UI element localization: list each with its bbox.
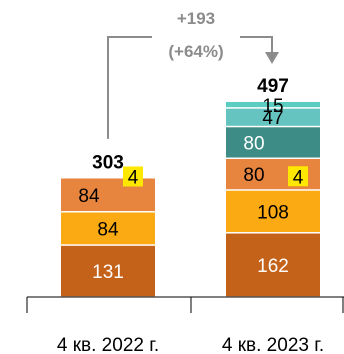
change-percent-label: (+64%) xyxy=(168,42,223,61)
bar-total-label: 497 xyxy=(257,76,289,97)
segment-value-label: 47 xyxy=(262,108,283,129)
change-bracket xyxy=(107,36,152,139)
bar-segment xyxy=(226,108,320,126)
small-value-badge-label: 4 xyxy=(128,167,139,188)
small-value-badge xyxy=(123,166,143,187)
bar-segment xyxy=(226,190,320,233)
segment-value-label: 84 xyxy=(97,219,119,240)
x-axis: 4 кв. 2022 г. 4 кв. 2023 г. xyxy=(26,296,344,354)
change-arrowhead xyxy=(265,51,279,64)
small-value-badge-label: 4 xyxy=(293,167,304,188)
bar-segment xyxy=(226,101,320,108)
segment-value-label: 15 xyxy=(262,96,283,117)
bar-segment xyxy=(226,233,320,297)
segment-value-label: 80 xyxy=(243,165,264,186)
small-value-badge xyxy=(288,166,308,187)
bar-total-label: 303 xyxy=(92,152,124,173)
category-label: 4 кв. 2023 г. xyxy=(222,335,324,354)
bar-segment xyxy=(61,245,155,297)
segment-value-label: 131 xyxy=(92,262,124,283)
category-label: 4 кв. 2022 г. xyxy=(57,335,159,354)
change-annotation: +193 (+64%) xyxy=(107,9,279,139)
bar-segment xyxy=(226,127,320,158)
segment-value-label: 80 xyxy=(243,133,264,154)
change-absolute-label: +193 xyxy=(177,9,215,28)
segment-value-label: 84 xyxy=(78,186,100,207)
change-bracket-right xyxy=(240,36,273,54)
bar-segment xyxy=(61,212,155,245)
segment-value-label: 108 xyxy=(257,202,289,223)
segment-value-label: 162 xyxy=(257,256,289,277)
